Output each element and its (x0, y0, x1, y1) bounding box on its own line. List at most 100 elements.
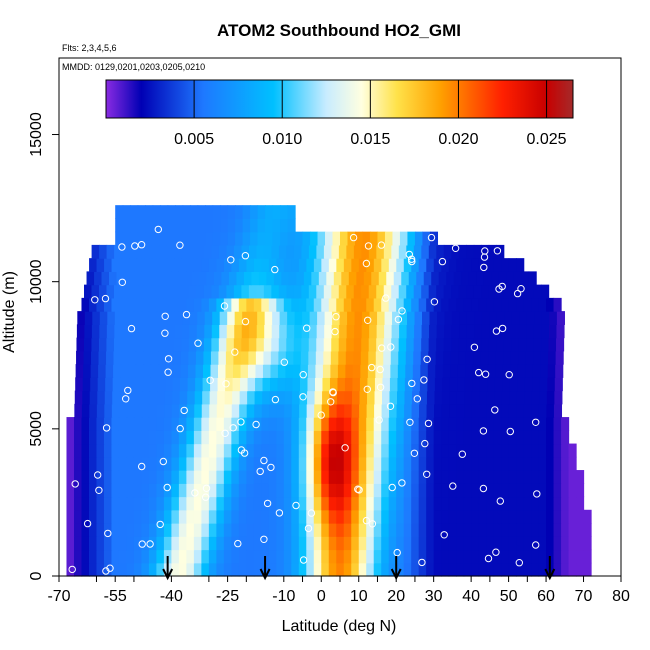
heatmap-cell (178, 496, 187, 511)
heatmap-cell (253, 509, 262, 524)
heatmap-cell (255, 350, 264, 365)
y-axis-label: Altitude (m) (1, 271, 18, 353)
heatmap-cell (98, 337, 108, 352)
observation-point (221, 429, 229, 437)
heatmap-cell (373, 509, 382, 524)
heatmap-cell (126, 549, 135, 564)
heatmap-cell (501, 403, 510, 418)
heatmap-cell (137, 205, 146, 219)
heatmap-cell (270, 377, 279, 392)
heatmap-cell (474, 324, 483, 339)
heatmap-cell (358, 549, 367, 564)
heatmap-cell (118, 456, 128, 471)
heatmap-cell (208, 443, 217, 458)
heatmap-cell (143, 350, 152, 365)
heatmap-cell (403, 549, 412, 564)
heatmap-cell (195, 377, 204, 392)
heatmap-cell (478, 417, 487, 431)
heatmap-cell (209, 403, 218, 418)
heatmap-cell (250, 231, 259, 246)
heatmap-cell (281, 271, 290, 286)
heatmap-cell (339, 324, 348, 339)
x-tick-label: -10 (272, 588, 295, 605)
heatmap-cell (366, 417, 375, 431)
heatmap-cell (533, 284, 542, 299)
heatmap-cell (532, 377, 541, 392)
heatmap-cell (448, 496, 457, 511)
heatmap-cell (81, 417, 90, 431)
heatmap-cell (487, 364, 496, 378)
heatmap-cell (373, 456, 382, 471)
heatmap-cell (104, 258, 113, 272)
heatmap-cell (264, 311, 273, 325)
heatmap-cell (212, 218, 221, 233)
heatmap-cell (426, 496, 435, 511)
heatmap-cell (262, 377, 271, 392)
observation-point (271, 265, 279, 274)
heatmap-cell (493, 443, 502, 458)
heatmap-cell (538, 443, 547, 458)
heatmap-cell (548, 350, 557, 365)
heatmap-cell (171, 443, 180, 458)
heatmap-cell (315, 350, 324, 365)
heatmap-cell (238, 470, 247, 484)
heatmap-cell (313, 523, 322, 537)
heatmap-cell (388, 443, 397, 458)
observation-point (495, 285, 503, 293)
heatmap-cell (251, 271, 260, 286)
heatmap-cell (493, 417, 502, 431)
heatmap-cell (546, 403, 555, 418)
heatmap-cell (246, 536, 255, 551)
heatmap-cell (343, 496, 352, 511)
heatmap-cell (293, 244, 303, 259)
heatmap-cell (300, 377, 309, 392)
observation-point (71, 480, 79, 488)
heatmap-cell (463, 417, 472, 431)
heatmap-cell (302, 311, 311, 325)
heatmap-cell (73, 430, 83, 445)
heatmap-cell (223, 523, 232, 537)
heatmap-cell (523, 417, 532, 431)
heatmap-cell (217, 390, 226, 405)
heatmap-cell (208, 562, 217, 577)
heatmap-cell (232, 390, 241, 405)
heatmap-cell (491, 271, 500, 286)
heatmap-cell (171, 470, 180, 484)
heatmap-cell (104, 403, 113, 418)
heatmap-cell (366, 443, 375, 458)
heatmap-cell (179, 403, 188, 418)
heatmap-cell (306, 483, 315, 498)
heatmap-cell (103, 483, 113, 498)
heatmap-cell (406, 324, 415, 339)
heatmap-cell (381, 456, 390, 471)
heatmap-cell (336, 483, 345, 498)
heatmap-cell (269, 403, 278, 418)
heatmap-cell (103, 430, 113, 445)
heatmap-cell (553, 403, 563, 418)
heatmap-cell (448, 483, 457, 498)
heatmap-cell (403, 430, 412, 445)
heatmap-cell (555, 350, 564, 365)
heatmap-cell (373, 297, 382, 312)
heatmap-cell (396, 509, 405, 524)
heatmap-cell (211, 244, 220, 259)
heatmap-cell (518, 337, 527, 352)
heatmap-cell (193, 562, 202, 577)
heatmap-cell (353, 244, 362, 259)
heatmap-cell (94, 271, 103, 286)
heatmap-cell (472, 377, 481, 392)
heatmap-cell (113, 350, 122, 365)
heatmap-cell (464, 403, 473, 418)
heatmap-cell (271, 284, 280, 299)
heatmap-cell (298, 430, 307, 445)
heatmap-cell (398, 350, 407, 365)
heatmap-cell (343, 456, 352, 471)
observation-point (376, 365, 384, 374)
heatmap-cell (368, 337, 377, 352)
heatmap-cell (449, 377, 458, 392)
heatmap-cell (143, 337, 152, 352)
heatmap-cell (463, 456, 472, 471)
heatmap-cell (553, 483, 562, 498)
observation-point (407, 255, 416, 263)
arrow-head (162, 568, 174, 581)
